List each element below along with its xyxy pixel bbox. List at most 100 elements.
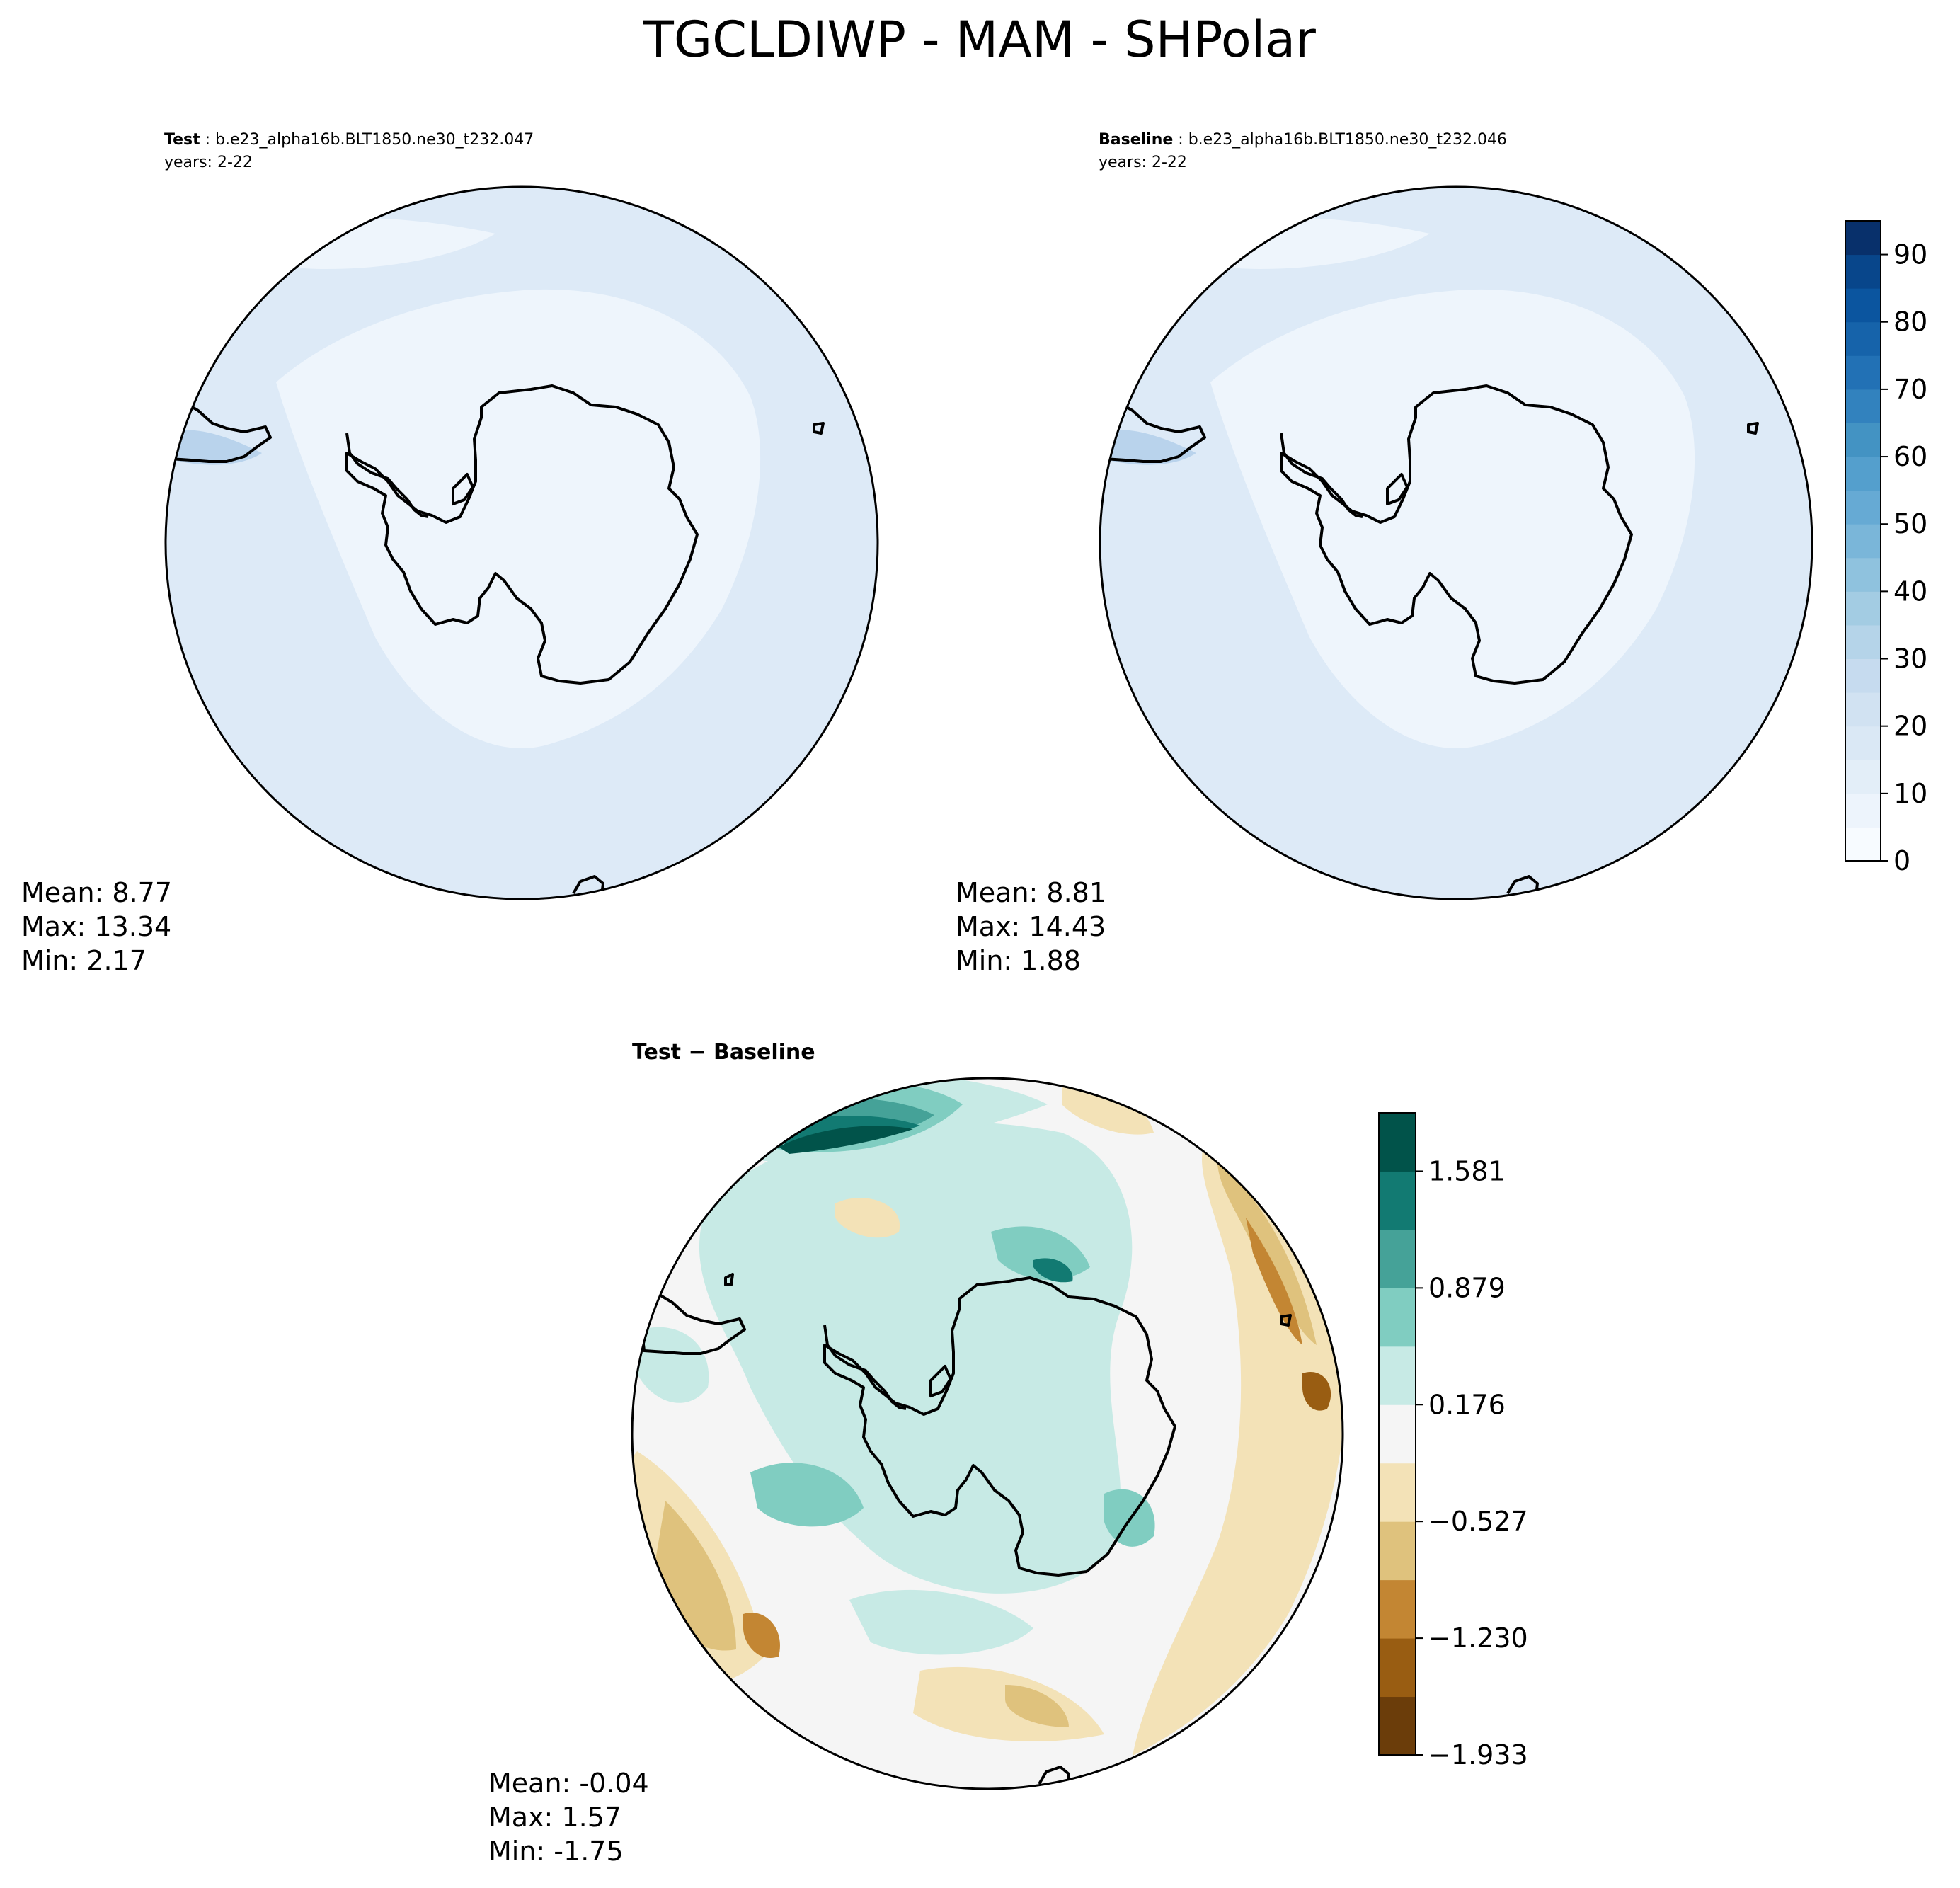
colorbar-tick-label: 90 <box>1893 239 1927 270</box>
colorbar-level <box>1845 726 1881 760</box>
peninsula-outline <box>345 433 429 518</box>
baseline-map-border <box>1099 185 1813 900</box>
colorbar-level <box>1379 1404 1416 1464</box>
colorbar-frame <box>1845 220 1881 862</box>
south-america-coastline <box>636 1287 746 1355</box>
baseline-panel-label: Baseline : b.e23_alpha16b.BLT1850.ne30_t… <box>1099 131 1507 149</box>
figure-title: TGCLDIWP - MAM - SHPolar <box>643 11 1316 69</box>
island-outline <box>1386 473 1409 505</box>
colorbar-level <box>1845 355 1881 390</box>
colorbar-level <box>1845 658 1881 693</box>
colorbar-tick-label: −1.933 <box>1428 1739 1528 1770</box>
diff-brown-region <box>1062 1082 1154 1135</box>
diff-brown-region <box>835 1198 900 1238</box>
colorbar-level <box>1379 1113 1416 1172</box>
colorbar-tick-label: −0.527 <box>1428 1506 1528 1537</box>
light-band <box>276 289 761 748</box>
australia-edge-outline <box>1506 875 1539 896</box>
difference-max: Max: 1.57 <box>488 1802 621 1833</box>
difference-colorbar: 1.581 0.879 0.176 −0.527 −1.230 −1.933 <box>1378 1112 1528 1770</box>
colorbar-level <box>1379 1638 1416 1698</box>
diff-teal-region <box>750 1463 864 1527</box>
colorbar-level <box>1845 321 1881 356</box>
colorbar-level <box>1845 490 1881 525</box>
test-map-border <box>164 185 879 900</box>
colorbar-tick-label: 0.176 <box>1428 1389 1506 1420</box>
diff-brown-region <box>1005 1685 1069 1727</box>
colorbar-level <box>1845 557 1881 592</box>
sa-tip-shade <box>170 430 262 465</box>
colorbar-level <box>1379 1579 1416 1639</box>
colorbar-level <box>1845 254 1881 289</box>
light-band <box>1210 289 1695 748</box>
diff-teal-region <box>779 1126 913 1154</box>
antarctica-coastline <box>823 1276 1176 1577</box>
test-panel: Test : b.e23_alpha16b.BLT1850.ne30_t232.… <box>21 131 879 976</box>
australia-edge-outline <box>1038 1766 1070 1787</box>
colorbar-tick-label: 70 <box>1893 374 1927 405</box>
colorbar-level <box>1845 827 1881 862</box>
difference-panel: Test − Baseline <box>488 1040 1344 1867</box>
diff-teal-region <box>849 1589 1033 1655</box>
difference-map-border <box>631 1077 1344 1790</box>
colorbar-level <box>1379 1463 1416 1522</box>
peninsula-outline <box>1280 433 1363 518</box>
test-mean: Mean: 8.77 <box>21 877 172 908</box>
colorbar-tick-label: 10 <box>1893 778 1927 809</box>
small-island-outline <box>1280 1314 1292 1327</box>
colorbar-frame <box>1378 1112 1416 1756</box>
colorbar-tick-label: 80 <box>1893 307 1927 338</box>
colorbar-tick-label: 50 <box>1893 508 1927 539</box>
test-map <box>166 187 878 899</box>
small-island-outline <box>813 422 825 435</box>
colorbar-level <box>1379 1229 1416 1288</box>
colorbar-level <box>1845 591 1881 626</box>
colorbar-tick-label: −1.230 <box>1428 1623 1528 1654</box>
colorbar-level <box>1845 760 1881 794</box>
diff-brown-region <box>743 1613 780 1658</box>
test-panel-label: Test : b.e23_alpha16b.BLT1850.ne30_t232.… <box>164 131 534 149</box>
colorbar-level <box>1845 524 1881 559</box>
sa-tip-shade <box>1104 430 1196 465</box>
colorbar-level <box>1845 221 1881 256</box>
baseline-panel-years: years: 2-22 <box>1099 154 1187 171</box>
colorbar-level <box>1379 1171 1416 1230</box>
colorbar-tick-label: 40 <box>1893 576 1927 607</box>
antarctica-coastline <box>1280 384 1633 685</box>
south-america-coastline <box>1100 395 1206 463</box>
diff-teal-region <box>637 1327 709 1403</box>
island-outline <box>452 473 474 505</box>
colorbar-tick-label: 1.581 <box>1428 1155 1506 1186</box>
peninsula-outline <box>823 1325 907 1410</box>
colorbar-level <box>1845 389 1881 423</box>
colorbar-level <box>1379 1346 1416 1405</box>
test-min: Min: 2.17 <box>21 945 147 976</box>
colorbar-level <box>1379 1696 1416 1756</box>
test-max: Max: 13.34 <box>21 911 171 942</box>
diff-teal-region <box>1033 1258 1073 1283</box>
colorbar-tick-label: 0.879 <box>1428 1272 1506 1303</box>
difference-min: Min: -1.75 <box>488 1836 624 1867</box>
baseline-map <box>1100 187 1812 899</box>
colorbar-tick-label: 0 <box>1893 845 1910 876</box>
island-outline <box>929 1365 952 1397</box>
colorbar-level <box>1379 1521 1416 1581</box>
colorbar-tick-label: 30 <box>1893 643 1927 675</box>
baseline-mean: Mean: 8.81 <box>956 877 1106 908</box>
colorbar-level <box>1845 288 1881 323</box>
difference-panel-label: Test − Baseline <box>632 1040 815 1065</box>
antarctica-coastline <box>345 384 699 685</box>
diff-brown-region <box>1302 1372 1331 1411</box>
test-panel-years: years: 2-22 <box>164 154 253 171</box>
colorbar-tick-label: 20 <box>1893 711 1927 742</box>
colorbar-level <box>1845 793 1881 828</box>
colorbar-level <box>1845 624 1881 660</box>
colorbar-level <box>1845 457 1881 491</box>
baseline-min: Min: 1.88 <box>956 945 1081 976</box>
small-island-outline <box>1747 422 1759 435</box>
colorbar-tick-label: 60 <box>1893 441 1927 472</box>
diff-brown-region <box>1246 1218 1302 1345</box>
colorbar-level <box>1845 423 1881 457</box>
baseline-max: Max: 14.43 <box>956 911 1106 942</box>
